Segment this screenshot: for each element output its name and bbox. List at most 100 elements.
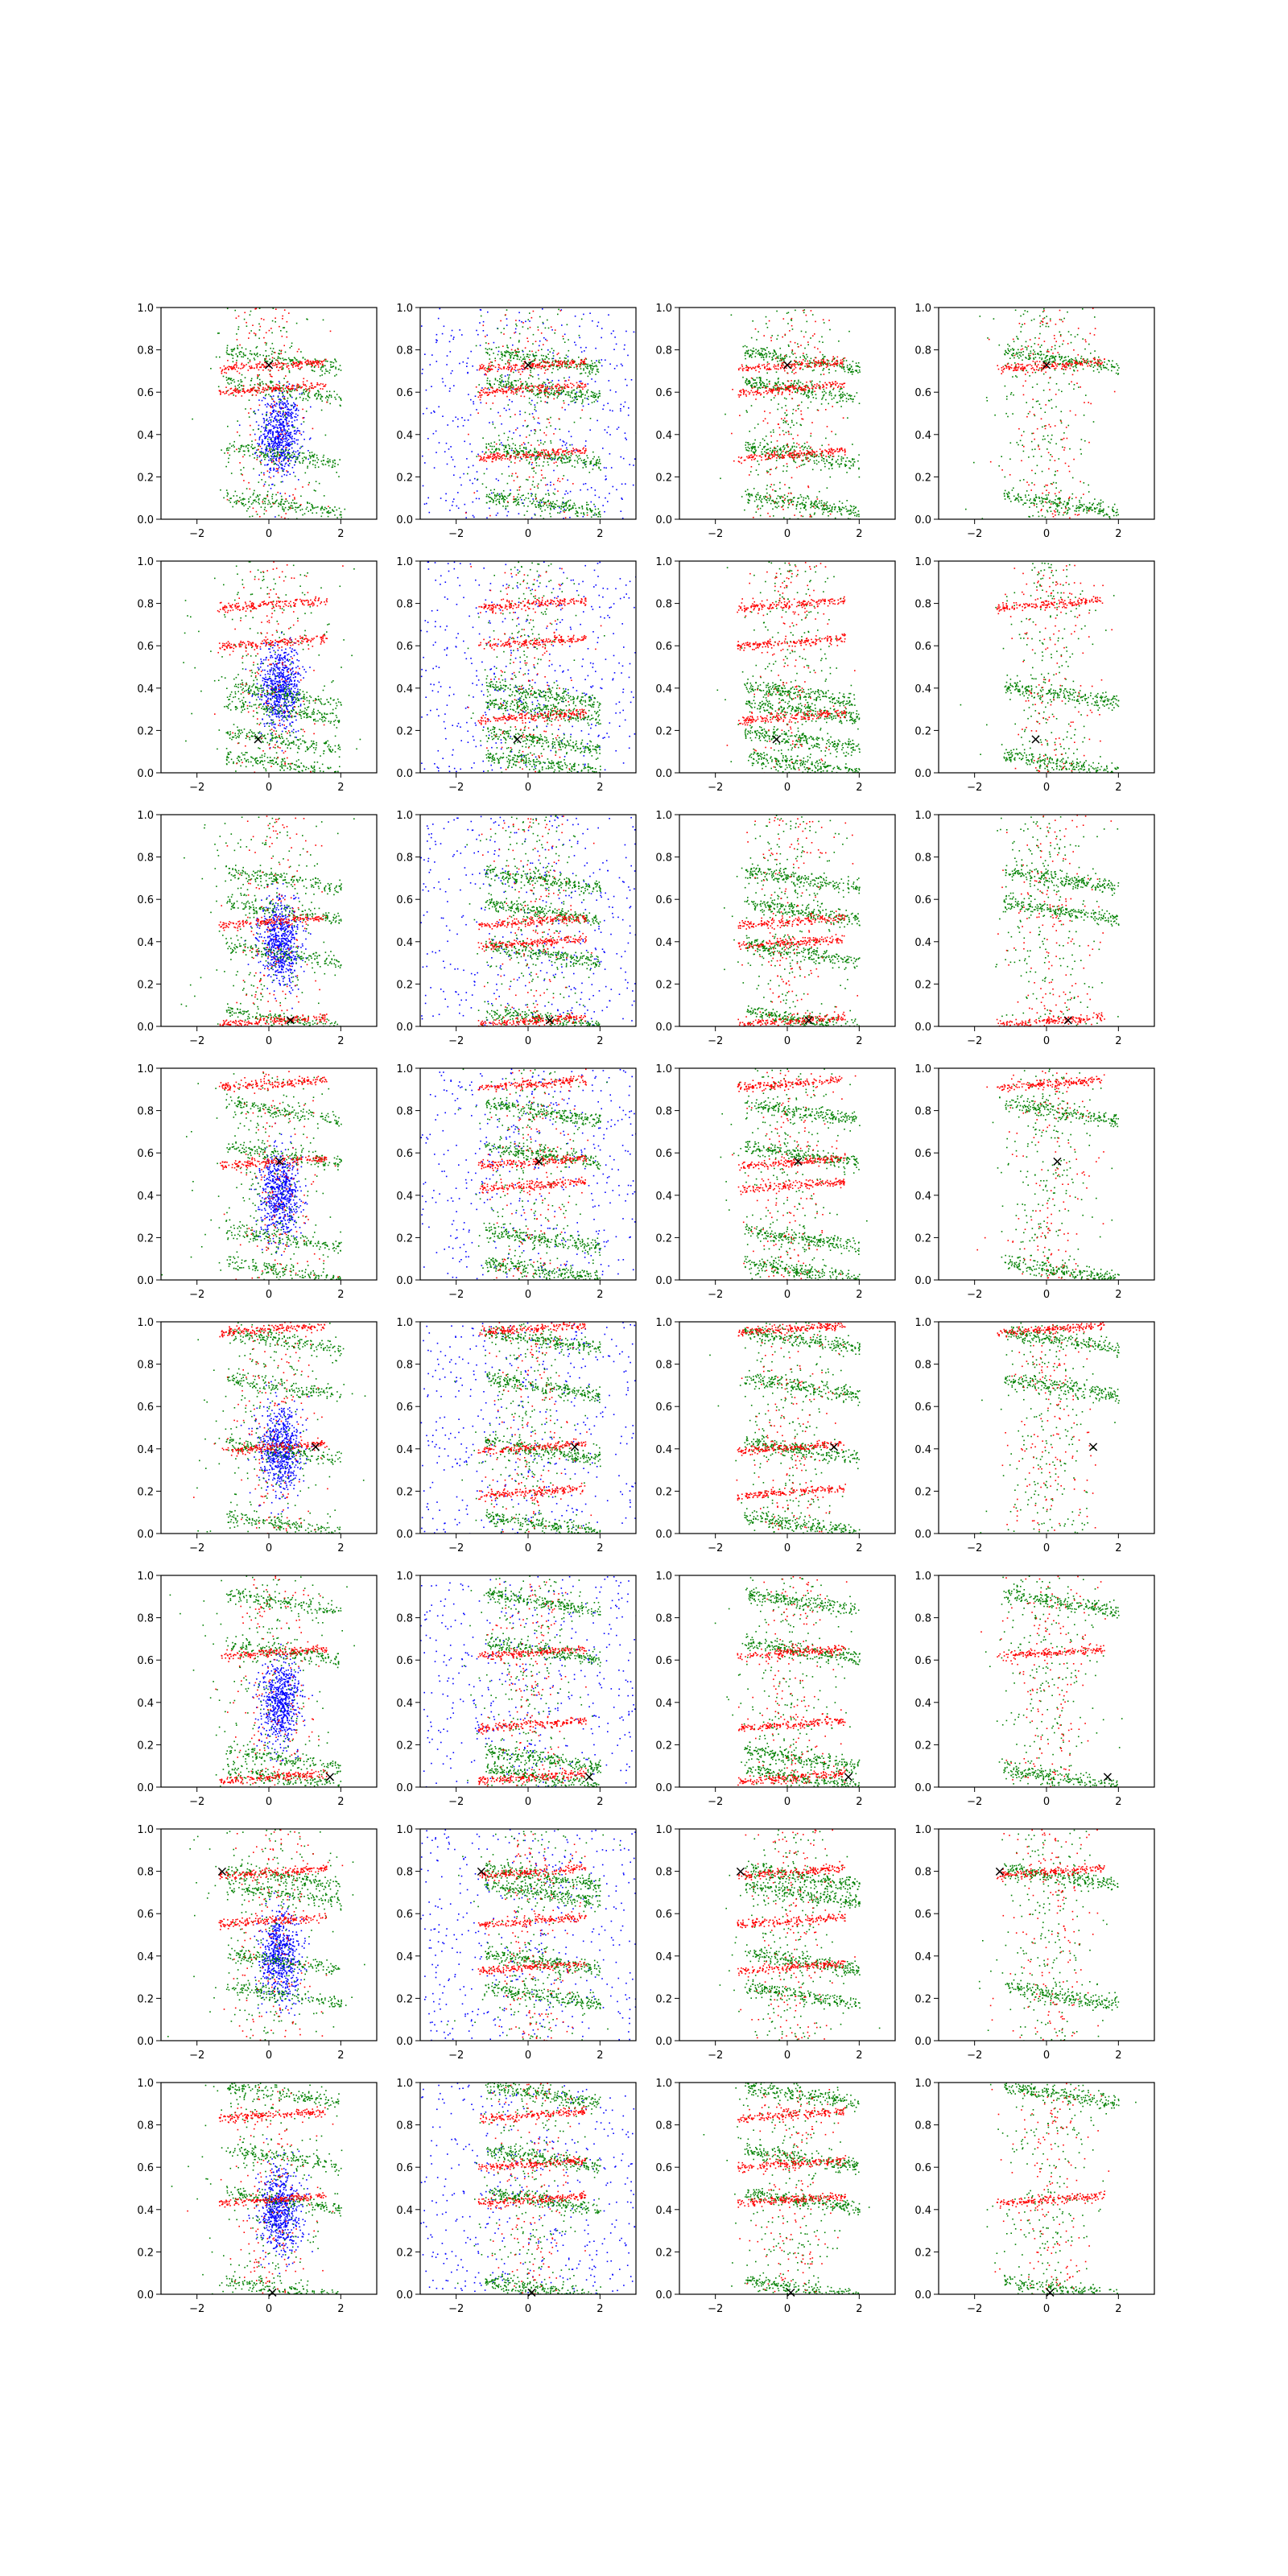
green-point bbox=[287, 449, 290, 452]
blue-point bbox=[275, 440, 276, 443]
green-point bbox=[816, 503, 818, 506]
green-point bbox=[528, 434, 530, 436]
green-point bbox=[560, 459, 562, 461]
green-point bbox=[494, 448, 497, 450]
green-point bbox=[313, 507, 316, 509]
green-point bbox=[747, 446, 749, 448]
blue-point bbox=[274, 448, 275, 451]
green-point bbox=[587, 375, 589, 378]
red-point bbox=[220, 391, 222, 393]
blue-point bbox=[288, 448, 291, 450]
blue-point bbox=[538, 502, 540, 504]
green-point bbox=[807, 457, 809, 459]
blue-point bbox=[567, 356, 569, 357]
green-point bbox=[785, 354, 787, 356]
red-point bbox=[486, 388, 488, 390]
green-point bbox=[762, 505, 763, 507]
green-point bbox=[269, 448, 270, 449]
red-point bbox=[536, 363, 539, 365]
red-point bbox=[545, 434, 547, 436]
blue-point bbox=[514, 328, 517, 330]
blue-point bbox=[294, 430, 295, 432]
red-point bbox=[564, 383, 566, 386]
red-point bbox=[253, 386, 255, 388]
red-point bbox=[503, 333, 505, 335]
red-point bbox=[562, 450, 564, 452]
green-point bbox=[546, 455, 548, 456]
green-point bbox=[308, 396, 310, 398]
green-point bbox=[317, 466, 320, 468]
blue-point bbox=[271, 460, 273, 463]
blue-point bbox=[274, 416, 276, 418]
green-point bbox=[839, 388, 841, 390]
green-point bbox=[526, 353, 528, 355]
green-point bbox=[485, 447, 488, 449]
red-point bbox=[250, 391, 251, 393]
blue-point bbox=[422, 369, 423, 370]
green-point bbox=[809, 362, 811, 364]
blue-point bbox=[550, 505, 552, 507]
red-point bbox=[290, 507, 291, 509]
green-point bbox=[266, 445, 268, 447]
green-point bbox=[489, 445, 491, 447]
green-point bbox=[264, 456, 266, 459]
green-point bbox=[240, 447, 242, 448]
green-point bbox=[269, 386, 270, 389]
green-point bbox=[493, 497, 496, 499]
red-point bbox=[487, 456, 489, 458]
green-point bbox=[766, 383, 768, 386]
green-point bbox=[592, 514, 594, 516]
green-point bbox=[598, 359, 600, 361]
red-point bbox=[518, 489, 521, 491]
green-point bbox=[283, 510, 285, 512]
green-point bbox=[535, 457, 536, 459]
red-point bbox=[292, 493, 294, 496]
green-point bbox=[257, 378, 258, 379]
blue-point bbox=[292, 425, 294, 427]
green-point bbox=[493, 441, 496, 444]
green-point bbox=[482, 437, 484, 439]
green-point bbox=[847, 510, 849, 511]
green-point bbox=[815, 456, 817, 457]
green-point bbox=[550, 454, 551, 456]
green-point bbox=[770, 448, 771, 449]
green-point bbox=[838, 464, 840, 466]
red-point bbox=[543, 361, 545, 362]
green-point bbox=[799, 507, 802, 510]
green-point bbox=[544, 386, 547, 388]
blue-point bbox=[569, 490, 572, 493]
green-point bbox=[276, 499, 278, 502]
blue-point bbox=[273, 475, 275, 477]
green-point bbox=[288, 371, 291, 374]
x-tick-label: 0 bbox=[525, 528, 531, 540]
red-point bbox=[242, 388, 245, 390]
blue-point bbox=[292, 407, 295, 409]
red-point bbox=[499, 390, 502, 391]
green-point bbox=[778, 496, 781, 497]
blue-point bbox=[596, 360, 597, 361]
blue-point bbox=[265, 427, 266, 428]
blue-point bbox=[293, 440, 295, 443]
blue-point bbox=[481, 387, 483, 389]
green-point bbox=[753, 488, 755, 489]
green-point bbox=[314, 394, 316, 396]
blue-point bbox=[291, 408, 292, 411]
red-point bbox=[316, 384, 318, 386]
blue-point bbox=[592, 320, 593, 322]
red-point bbox=[481, 390, 483, 391]
blue-point bbox=[423, 413, 424, 415]
blue-point bbox=[287, 411, 289, 413]
blue-point bbox=[278, 440, 279, 441]
red-point bbox=[528, 476, 530, 478]
blue-point bbox=[521, 498, 522, 501]
green-point bbox=[751, 493, 753, 496]
green-point bbox=[595, 365, 597, 366]
green-point bbox=[853, 461, 856, 463]
green-point bbox=[236, 333, 237, 335]
red-point bbox=[262, 501, 263, 503]
green-point bbox=[485, 443, 487, 445]
green-point bbox=[587, 398, 589, 400]
blue-point bbox=[283, 458, 285, 460]
blue-point bbox=[266, 435, 268, 437]
green-point bbox=[338, 396, 341, 398]
